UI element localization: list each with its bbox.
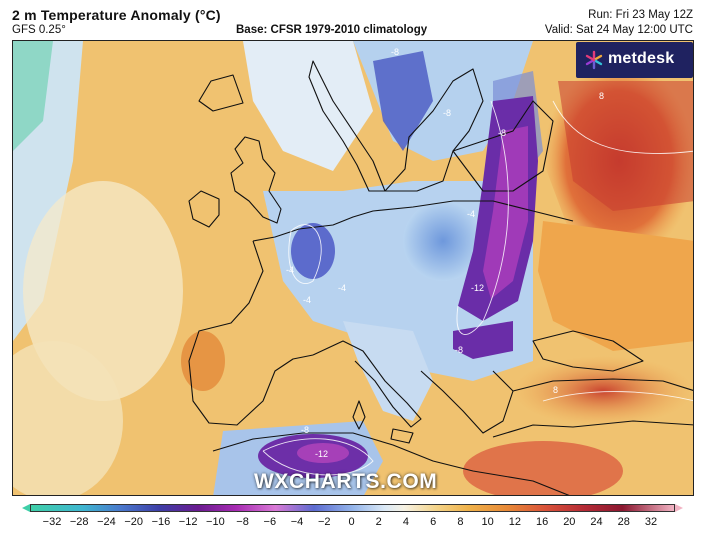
- eastern-deepest-cold: [483, 126, 528, 299]
- levant-warm: [463, 441, 623, 495]
- colorbar-tick-label: 12: [508, 516, 521, 528]
- colorbar-tick-label: −8: [236, 516, 249, 528]
- italy-cool: [343, 321, 433, 421]
- colorbar-tick-label: 2: [375, 516, 382, 528]
- colorbar-tick-labels: −32 −28 −24 −20 −16 −12 −10 −8 −6 −4 −2 0 2 4 6 8 10 12 16…: [0, 516, 705, 532]
- metdesk-logo-icon: [585, 50, 603, 70]
- black-sea-coast: [532, 330, 644, 372]
- colorbar-tick-label: 4: [402, 516, 410, 528]
- metdesk-logo-text: metdesk: [608, 50, 675, 67]
- contour-label: -4: [467, 209, 475, 219]
- contour-minus-4-france: [288, 224, 322, 284]
- contour-plus-8-russia: [552, 100, 693, 154]
- contour-label: -8: [301, 425, 309, 435]
- colorbar-tick-label: −24: [97, 516, 116, 528]
- model-label: GFS 0.25°: [12, 24, 66, 36]
- scandinavia-deep-cold: [373, 51, 433, 151]
- colorbar-tick-label: 0: [348, 516, 355, 528]
- anomaly-map-graphic: -8 -8 -8 -4 -4 -4 -4 -12 -8 8 8 -8 -12: [13, 41, 693, 495]
- colorbar-gradient: [30, 504, 675, 512]
- climatology-base-label: Base: CFSR 1979-2010 climatology: [236, 24, 428, 36]
- colorbar-tick-label: 6: [430, 516, 437, 528]
- colorbar-tick-label: 8: [457, 516, 464, 528]
- colorbar-tick-label: −4: [290, 516, 304, 528]
- colorbar-tick-label: 20: [563, 516, 576, 528]
- iceland-fragment-coast: [198, 74, 244, 112]
- coastlines: [188, 60, 693, 495]
- ukraine-warm: [538, 221, 693, 351]
- contour-label: -4: [338, 283, 346, 293]
- contour-label: -8: [391, 47, 399, 57]
- contour-plus-8-turkey: [542, 391, 693, 402]
- north-africa-coast: [212, 432, 570, 495]
- italy-coast: [312, 340, 422, 428]
- colorbar-tick-label: 10: [481, 516, 494, 528]
- balkan-cold-core: [453, 321, 513, 359]
- colorbar-tick-label: 32: [644, 516, 658, 528]
- colorbar-tick-label: 28: [617, 516, 630, 528]
- norway-coast: [308, 60, 386, 192]
- contour-label: -8: [443, 108, 451, 118]
- great-britain-coast: [230, 136, 282, 224]
- contour-minus-8-east: [456, 100, 509, 335]
- contour-label: -12: [315, 449, 328, 459]
- colorbar-tick-label: −6: [263, 516, 277, 528]
- contour-label: -12: [471, 283, 484, 293]
- colorbar-tick-label: 16: [535, 516, 549, 528]
- contour-minus-8-africa: [262, 438, 374, 476]
- run-time-label: Run: Fri 23 May 12Z: [588, 9, 693, 21]
- contour-value-labels: -8 -8 -8 -4 -4 -4 -4 -12 -8 8 8 -8 -12: [286, 47, 604, 459]
- anomaly-contours: [262, 100, 693, 476]
- chart-header: 2 m Temperature Anomaly (°C) GFS 0.25° B…: [0, 0, 705, 40]
- contour-label: -8: [455, 345, 463, 355]
- colorbar-tick-label: −32: [42, 516, 62, 528]
- wxcharts-watermark: WXCHARTS.COM: [254, 470, 438, 493]
- turkey-warm-anomaly: [513, 356, 693, 426]
- metdesk-logo: metdesk: [576, 42, 693, 78]
- algeria-deepest-cold: [297, 443, 349, 463]
- cool-ocean-corner: [13, 41, 53, 151]
- colorbar-tick-label: −10: [206, 516, 225, 528]
- black-sea-south-coast: [512, 378, 693, 392]
- sardinia-coast: [352, 400, 366, 430]
- contour-label: 8: [553, 385, 558, 395]
- colorbar: [20, 502, 685, 514]
- colorbar-tick-label: −28: [69, 516, 89, 528]
- colorbar-tick-label: −12: [178, 516, 198, 528]
- contour-label: -4: [286, 265, 294, 275]
- colorbar-tick-label: −16: [151, 516, 171, 528]
- colorbar-tick-label: −2: [317, 516, 331, 528]
- turkey-south-coast: [492, 420, 693, 438]
- colorbar-left-arrow: [22, 504, 30, 512]
- iberia-france-coast: [188, 240, 314, 426]
- colorbar-tick-label: −20: [124, 516, 144, 528]
- contour-label: -4: [303, 295, 311, 305]
- norway-sea-neutral: [243, 41, 373, 171]
- contour-label: 8: [599, 91, 604, 101]
- germany-cold-pocket: [403, 201, 483, 281]
- anomaly-map: -8 -8 -8 -4 -4 -4 -4 -12 -8 8 8 -8 -12: [12, 40, 694, 496]
- iberia-warm-spot: [181, 331, 225, 391]
- chart-title: 2 m Temperature Anomaly (°C): [12, 7, 221, 23]
- colorbar-right-arrow: [675, 504, 683, 512]
- neutral-southwest-atlantic: [13, 341, 123, 495]
- russia-hot-core: [558, 81, 693, 211]
- sicily-coast: [390, 428, 414, 444]
- ireland-coast: [188, 190, 220, 228]
- valid-time-label: Valid: Sat 24 May 12:00 UTC: [544, 24, 693, 36]
- sweden-coast: [384, 68, 484, 192]
- france-cold-pocket: [291, 223, 335, 279]
- contour-label: -8: [498, 128, 506, 138]
- finland-coast: [452, 100, 554, 192]
- colorbar-tick-label: 24: [590, 516, 603, 528]
